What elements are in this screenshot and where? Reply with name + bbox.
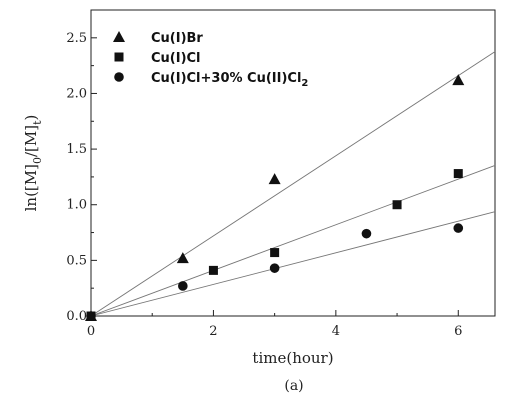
y-tick-label: 0.5	[66, 253, 87, 268]
data-point-circle	[86, 311, 96, 321]
legend-label: Cu(I)Cl	[151, 51, 201, 66]
fit-line	[90, 51, 496, 317]
y-tick-label: 1.0	[66, 198, 87, 213]
legend-label: Cu(I)Cl+30% Cu(II)Cl2	[151, 71, 308, 89]
x-tick-label: 4	[332, 324, 340, 339]
data-point-circle	[453, 223, 464, 233]
y-tick-label: 0.0	[66, 309, 87, 324]
legend-marker-square	[114, 52, 124, 62]
x-tick-label: 6	[454, 324, 462, 339]
x-tick-label: 0	[87, 324, 95, 339]
fit-line	[90, 211, 496, 317]
data-point-triangle	[176, 252, 189, 264]
x-axis-label: time(hour)	[252, 349, 333, 367]
data-point-circle	[178, 281, 188, 291]
legend-marker-triangle	[113, 31, 125, 42]
fit-lines	[90, 51, 496, 317]
data-point-square	[208, 265, 218, 275]
axis-ticks: 0 2 4 6 0.0 0.5 1.0 1.5 2.0 2.5	[66, 31, 462, 339]
data-point-circle	[269, 263, 280, 273]
figure-caption: (a)	[284, 378, 303, 394]
x-tick-label: 2	[209, 324, 217, 339]
legend: Cu(I)Br Cu(I)Cl Cu(I)Cl+30% Cu(II)Cl2	[113, 31, 308, 89]
y-tick-label: 2.5	[66, 31, 87, 46]
data-point-triangle	[268, 173, 281, 185]
y-axis-label: ln([M]0/[M]t)	[22, 115, 44, 212]
data-point-triangle	[452, 74, 465, 86]
y-tick-label: 1.5	[66, 142, 87, 157]
data-point-circle	[361, 228, 372, 239]
plot-frame	[90, 9, 496, 317]
legend-marker-circle	[114, 72, 124, 82]
legend-label: Cu(I)Br	[151, 31, 203, 46]
data-point-square	[453, 169, 463, 179]
data-point-square	[392, 200, 402, 210]
y-tick-label: 2.0	[66, 86, 87, 101]
fit-line	[90, 165, 496, 317]
data-point-square	[270, 248, 280, 258]
data-points	[85, 74, 465, 321]
